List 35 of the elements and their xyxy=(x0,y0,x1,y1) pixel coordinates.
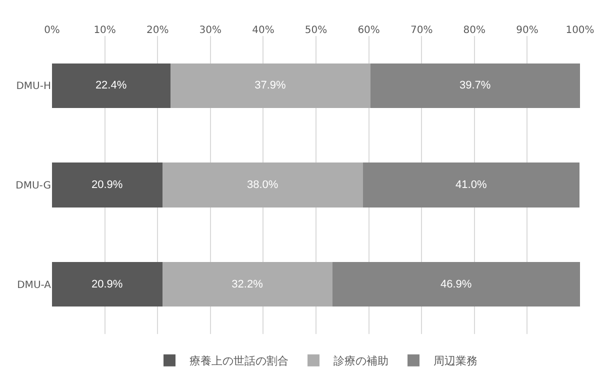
legend-label: 診療の補助 xyxy=(334,354,388,368)
data-label: 39.7% xyxy=(459,80,491,92)
y-tick-label: DMU-H xyxy=(16,81,51,92)
legend-label: 周辺業務 xyxy=(434,354,478,368)
bar xyxy=(370,63,580,108)
x-tick-label: 70% xyxy=(410,25,433,36)
bar xyxy=(362,162,580,208)
x-tick-label: 30% xyxy=(199,25,222,36)
x-tick-label: 20% xyxy=(146,25,169,36)
bar xyxy=(52,262,162,307)
bar xyxy=(170,63,370,108)
data-label: 20.9% xyxy=(91,179,123,191)
x-tick-label: 100% xyxy=(566,25,594,36)
x-tick-label: 90% xyxy=(516,25,538,36)
legend-label: 療養上の世話の割合 xyxy=(190,354,288,368)
y-tick-label: DMU-A xyxy=(17,280,52,291)
bar xyxy=(162,162,363,208)
data-label: 22.4% xyxy=(95,80,127,92)
x-tick-label: 0% xyxy=(44,25,60,36)
x-tick-label: 60% xyxy=(358,25,380,36)
data-label: 41.0% xyxy=(456,179,487,191)
x-tick-label: 80% xyxy=(463,25,486,36)
bar xyxy=(332,262,580,307)
data-label: 38.0% xyxy=(246,179,278,191)
data-label: 46.9% xyxy=(440,278,472,290)
data-label: 37.9% xyxy=(254,80,286,92)
bar xyxy=(162,262,332,307)
bar xyxy=(52,63,170,108)
data-label: 20.9% xyxy=(91,278,123,290)
bar xyxy=(52,162,162,208)
x-tick-label: 40% xyxy=(252,25,274,36)
y-tick-label: DMU-G xyxy=(16,180,51,192)
x-tick-label: 10% xyxy=(94,25,116,36)
x-tick-label: 50% xyxy=(304,25,328,36)
data-label: 32.2% xyxy=(232,278,264,290)
